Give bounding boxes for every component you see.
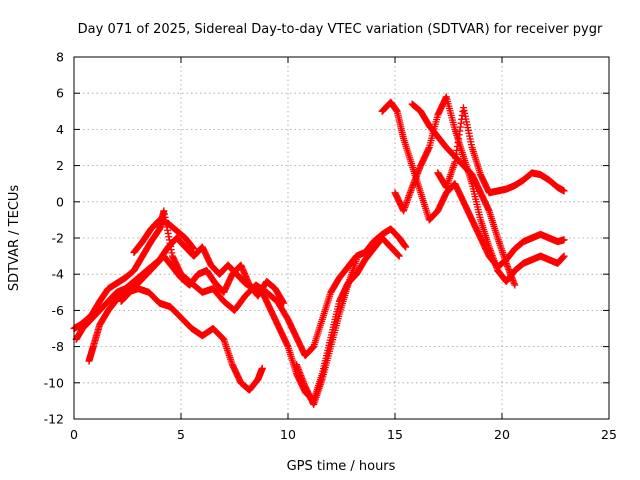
data-point-marker (395, 252, 403, 260)
data-point-marker (258, 364, 266, 372)
y-tick-label: -12 (44, 412, 64, 427)
y-tick-label: 4 (56, 122, 64, 137)
y-tick-label: -6 (52, 303, 65, 318)
series-trace-a (70, 207, 410, 360)
y-tick-label: 0 (56, 194, 64, 209)
y-tick-label: -4 (52, 267, 65, 282)
series-trace-d (117, 252, 288, 307)
x-tick-label: 10 (280, 427, 296, 442)
x-tick-label: 20 (494, 427, 510, 442)
y-tick-label: -10 (44, 375, 64, 390)
y-axis-label: SDTVAR / TECUs (7, 185, 22, 292)
data-point-marker (402, 243, 410, 251)
axis-ticks: 0 5 10 15 20 25 -12 -10 -8 -6 -4 -2 0 2 4 6 8 (44, 50, 617, 443)
series-trace-c (85, 285, 266, 394)
y-tick-label: 8 (56, 50, 64, 65)
y-tick-label: -8 (52, 339, 65, 354)
x-tick-label: 25 (601, 427, 617, 442)
y-tick-label: 2 (56, 158, 64, 173)
y-tick-label: -2 (52, 231, 64, 246)
series-trace-h (408, 100, 519, 289)
data-points (70, 93, 568, 409)
x-tick-label: 15 (387, 427, 403, 442)
chart-title: Day 071 of 2025, Sidereal Day-to-day VTE… (78, 22, 603, 37)
x-tick-label: 0 (70, 427, 78, 442)
series-trace-j (293, 256, 360, 409)
x-axis-label: GPS time / hours (287, 459, 396, 474)
x-tick-label: 5 (177, 427, 185, 442)
y-tick-label: 6 (56, 86, 64, 101)
grid-lines (74, 57, 609, 419)
